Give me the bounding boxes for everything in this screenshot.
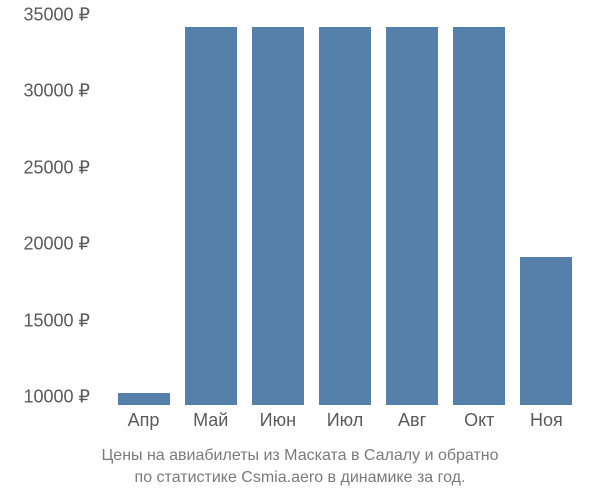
price-chart: 10000 ₽ 15000 ₽ 20000 ₽ 25000 ₽ 30000 ₽ 35000… bbox=[0, 0, 600, 500]
bar bbox=[386, 27, 438, 405]
bars-group bbox=[110, 15, 580, 405]
x-tick-label: Май bbox=[185, 410, 237, 431]
plot-area bbox=[110, 15, 580, 405]
x-tick-label: Июн bbox=[252, 410, 304, 431]
x-axis: Апр Май Июн Июл Авг Окт Ноя bbox=[110, 410, 580, 431]
y-axis: 10000 ₽15000 ₽20000 ₽25000 ₽30000 ₽35000… bbox=[0, 15, 100, 405]
x-tick-label: Апр bbox=[118, 410, 170, 431]
y-tick-label: 30000 ₽ bbox=[23, 81, 90, 102]
y-tick-label: 15000 ₽ bbox=[23, 310, 90, 331]
y-tick-label: 10000 ₽ bbox=[23, 387, 90, 408]
caption-line-2: по статистике Csmia.aero в динамике за г… bbox=[135, 469, 466, 486]
y-tick-label: 25000 ₽ bbox=[23, 157, 90, 178]
x-tick-label: Июл bbox=[319, 410, 371, 431]
bar bbox=[185, 27, 237, 405]
bar bbox=[118, 393, 170, 405]
caption-line-1: Цены на авиабилеты из Маската в Салалу и… bbox=[101, 447, 498, 464]
x-tick-label: Окт bbox=[453, 410, 505, 431]
bar bbox=[520, 257, 572, 405]
y-tick-label: 35000 ₽ bbox=[23, 5, 90, 26]
bar bbox=[252, 27, 304, 405]
x-tick-label: Авг bbox=[386, 410, 438, 431]
bar bbox=[453, 27, 505, 405]
y-tick-label: 20000 ₽ bbox=[23, 234, 90, 255]
chart-caption: Цены на авиабилеты из Маската в Салалу и… bbox=[0, 445, 600, 490]
bar bbox=[319, 27, 371, 405]
x-tick-label: Ноя bbox=[520, 410, 572, 431]
